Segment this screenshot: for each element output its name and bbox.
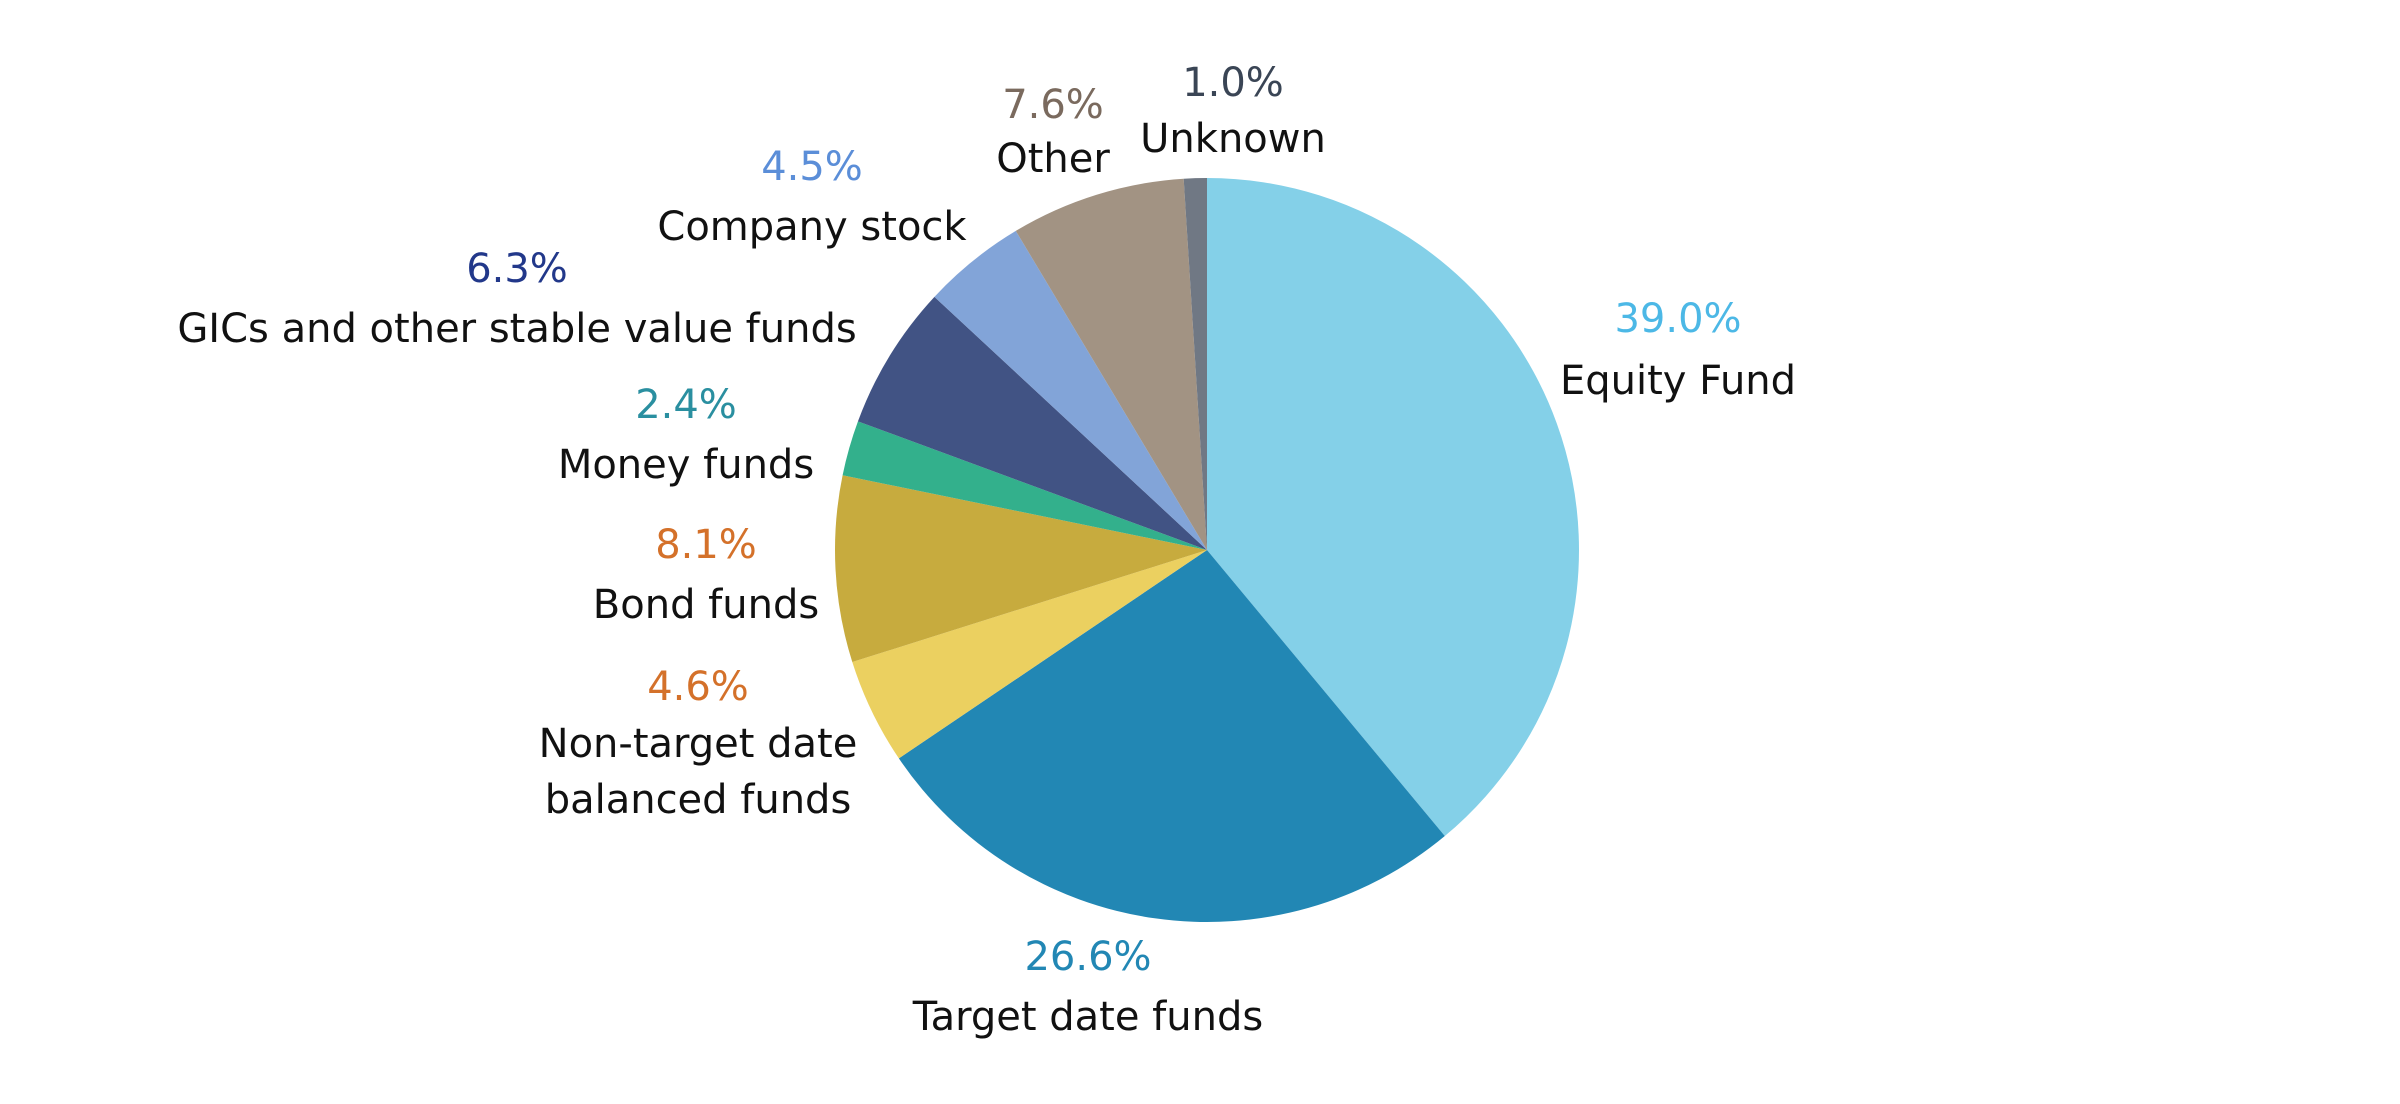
slice-gics-and-other-stable-value-funds — [857, 296, 1207, 550]
value-label-unknown: 1.0% — [1182, 60, 1284, 106]
value-label-target-date-funds: 26.6% — [1024, 934, 1151, 980]
value-label-equity-fund: 39.0% — [1614, 296, 1741, 342]
slice-equity-fund — [1207, 178, 1579, 837]
value-label-money-funds: 2.4% — [635, 382, 737, 428]
slice-non-target-date-balanced-funds — [852, 550, 1207, 759]
slice-company-stock — [934, 230, 1207, 550]
category-label-non-target-date-balanced-funds-line-1: Non-target date — [539, 721, 858, 767]
category-label-other: Other — [996, 136, 1110, 182]
slice-target-date-funds — [898, 550, 1445, 923]
category-label-company-stock: Company stock — [657, 204, 967, 250]
slices-layer — [835, 177, 1579, 923]
value-label-gics-and-other-stable-value-funds: 6.3% — [466, 246, 568, 292]
value-label-other: 7.6% — [1002, 82, 1104, 128]
slice-money-funds — [842, 421, 1207, 550]
category-label-equity-fund: Equity Fund — [1560, 358, 1796, 404]
category-label-money-funds: Money funds — [558, 442, 814, 488]
labels-layer: 39.0% Equity Fund 26.6% Target date funds 4.… — [177, 60, 1796, 1040]
category-label-target-date-funds: Target date funds — [912, 994, 1263, 1040]
value-label-non-target-date-balanced-funds: 4.6% — [647, 664, 749, 710]
slice-unknown — [1183, 177, 1207, 550]
value-label-company-stock: 4.5% — [761, 144, 863, 190]
category-label-gics-and-other-stable-value-funds: GICs and other stable value funds — [177, 306, 856, 352]
category-label-bond-funds: Bond funds — [593, 582, 819, 628]
category-label-unknown: Unknown — [1140, 116, 1326, 162]
value-label-bond-funds: 8.1% — [655, 522, 757, 568]
slice-other — [1015, 178, 1207, 551]
category-label-non-target-date-balanced-funds-line-2: balanced funds — [545, 777, 852, 823]
slice-bond-funds — [835, 475, 1207, 663]
